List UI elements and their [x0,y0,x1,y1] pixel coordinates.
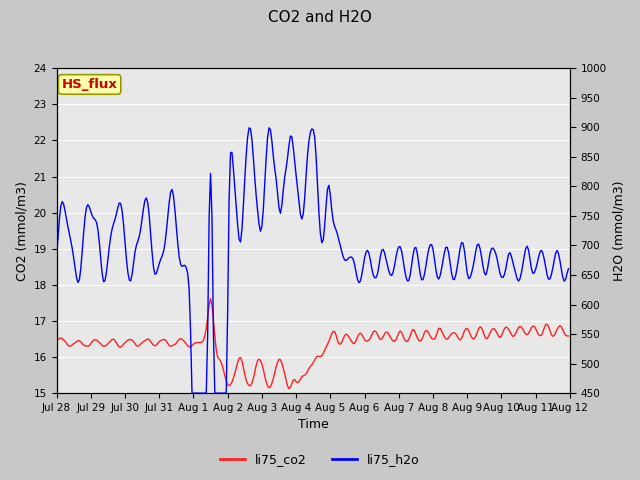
Text: HS_flux: HS_flux [61,78,118,91]
Text: CO2 and H2O: CO2 and H2O [268,10,372,24]
Y-axis label: CO2 (mmol/m3): CO2 (mmol/m3) [15,181,28,281]
Y-axis label: H2O (mmol/m3): H2O (mmol/m3) [612,180,625,281]
Legend: li75_co2, li75_h2o: li75_co2, li75_h2o [215,448,425,471]
X-axis label: Time: Time [298,419,328,432]
